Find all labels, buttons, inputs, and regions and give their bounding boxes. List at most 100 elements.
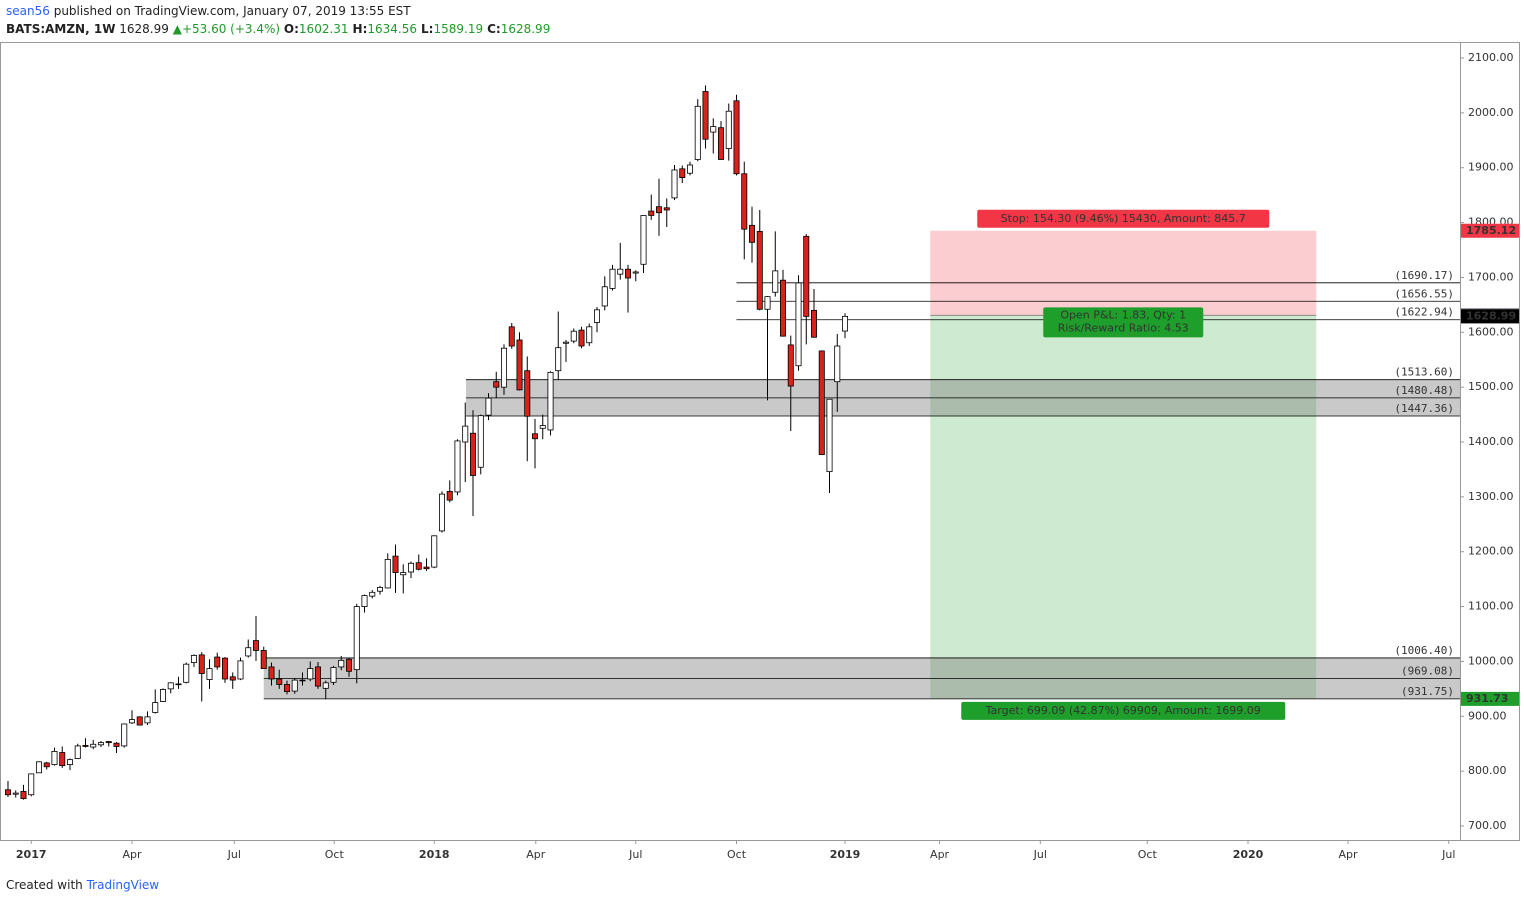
x-tick-label: Apr bbox=[526, 848, 546, 861]
candle-body bbox=[617, 268, 624, 275]
level-label: (1622.94) bbox=[1394, 306, 1454, 319]
x-tick-label: Apr bbox=[122, 848, 142, 861]
candle-body bbox=[687, 164, 694, 174]
candle-body bbox=[702, 91, 709, 140]
y-tick-label: 2000.00 bbox=[1468, 106, 1514, 119]
candle-body bbox=[400, 572, 407, 576]
candle-body bbox=[121, 723, 128, 747]
candle-body bbox=[136, 716, 143, 726]
candle-body bbox=[547, 371, 554, 431]
candle-body bbox=[245, 647, 252, 657]
ohlc-value: 1602.31 bbox=[298, 22, 349, 36]
candle-body bbox=[392, 555, 399, 573]
candle-body bbox=[105, 741, 112, 744]
ohlc-key: L: bbox=[421, 22, 434, 36]
candle-body bbox=[462, 425, 469, 443]
x-tick-label: Jul bbox=[628, 848, 642, 861]
y-tick-label: 2100.00 bbox=[1468, 51, 1514, 64]
publish-line: sean56 published on TradingView.com, Jan… bbox=[6, 4, 411, 18]
candle-body bbox=[361, 595, 368, 607]
candle-body bbox=[314, 666, 321, 687]
candle-body bbox=[532, 433, 539, 440]
price-tag-label: 931.73 bbox=[1466, 692, 1508, 705]
candle-body bbox=[640, 215, 647, 265]
candle-body bbox=[74, 745, 81, 759]
y-tick-label: 1600.00 bbox=[1468, 325, 1514, 338]
candle-body bbox=[376, 586, 383, 592]
y-tick-label: 1900.00 bbox=[1468, 161, 1514, 174]
candle-body bbox=[501, 347, 508, 388]
candle-body bbox=[128, 719, 135, 724]
candle-body bbox=[237, 660, 244, 680]
candle-body bbox=[594, 309, 601, 323]
candle-body bbox=[601, 286, 608, 307]
x-tick-label: Jul bbox=[1033, 848, 1047, 861]
ohlc-value: 1628.99 bbox=[500, 22, 551, 36]
candle-body bbox=[803, 235, 810, 317]
candle-body bbox=[113, 742, 120, 747]
candle-body bbox=[268, 666, 275, 680]
candle-body bbox=[694, 105, 701, 160]
candle-body bbox=[470, 432, 477, 476]
x-tick-label: 2017 bbox=[16, 848, 47, 861]
candle-body bbox=[384, 559, 391, 589]
candle-body bbox=[454, 440, 461, 493]
candle-body bbox=[493, 381, 500, 388]
change: +53.60 (+3.4%) bbox=[181, 22, 281, 36]
candle-body bbox=[206, 668, 213, 680]
footer: Created with TradingView bbox=[6, 878, 159, 892]
level-label: (931.75) bbox=[1401, 685, 1454, 698]
candle-body bbox=[338, 659, 345, 668]
candle-body bbox=[369, 591, 376, 597]
stop-label-box bbox=[977, 209, 1270, 228]
target-zone bbox=[930, 315, 1317, 699]
candle-body bbox=[28, 773, 35, 796]
candle-body bbox=[4, 789, 11, 796]
candle-body bbox=[826, 398, 833, 473]
target-label-box bbox=[961, 701, 1286, 720]
candle-body bbox=[12, 792, 19, 795]
y-tick-label: 1200.00 bbox=[1468, 545, 1514, 558]
candle-body bbox=[795, 282, 802, 367]
x-tick-label: 2019 bbox=[830, 848, 861, 861]
frame bbox=[0, 42, 1520, 841]
price-tag bbox=[1461, 691, 1519, 706]
level-label: (1513.60) bbox=[1394, 366, 1454, 379]
price-tag-label: 1785.12 bbox=[1466, 224, 1516, 237]
candle-body bbox=[718, 127, 725, 160]
candle-body bbox=[190, 655, 197, 663]
author[interactable]: sean56 bbox=[6, 4, 50, 18]
candle-body bbox=[159, 689, 166, 702]
candle-body bbox=[144, 716, 151, 724]
candle-body bbox=[229, 676, 236, 681]
candle-body bbox=[51, 751, 58, 765]
candle-body bbox=[260, 650, 267, 669]
candle-body bbox=[578, 329, 585, 347]
up-arrow: ▲ bbox=[172, 22, 182, 36]
candle-body bbox=[438, 493, 445, 532]
level-label: (1006.40) bbox=[1394, 644, 1454, 657]
candle-body bbox=[710, 126, 717, 133]
candle-body bbox=[772, 270, 779, 293]
candle-body bbox=[741, 173, 748, 230]
candle-body bbox=[97, 742, 104, 746]
candle-body bbox=[175, 683, 182, 686]
pnl-label: Open P&L: 1.83, Qty: 1 bbox=[1060, 308, 1186, 321]
candle-body bbox=[407, 562, 414, 573]
brand[interactable]: TradingView bbox=[86, 878, 160, 892]
y-tick-label: 1400.00 bbox=[1468, 435, 1514, 448]
symbol: BATS:AMZN, 1W bbox=[6, 22, 116, 36]
x-tick-label: Apr bbox=[1338, 848, 1358, 861]
candle-body bbox=[508, 326, 515, 347]
y-tick-label: 1100.00 bbox=[1468, 600, 1514, 613]
candle-body bbox=[625, 268, 632, 279]
x-tick-label: 2018 bbox=[419, 848, 450, 861]
x-tick-label: Oct bbox=[1138, 848, 1158, 861]
candle-body bbox=[586, 326, 593, 344]
ohlc-key: C: bbox=[487, 22, 501, 36]
candle-body bbox=[842, 315, 849, 332]
ohlc: O:1602.31 H:1634.56 L:1589.19 C:1628.99 bbox=[284, 22, 554, 36]
candle-body bbox=[183, 663, 190, 683]
candle-body bbox=[252, 640, 259, 651]
